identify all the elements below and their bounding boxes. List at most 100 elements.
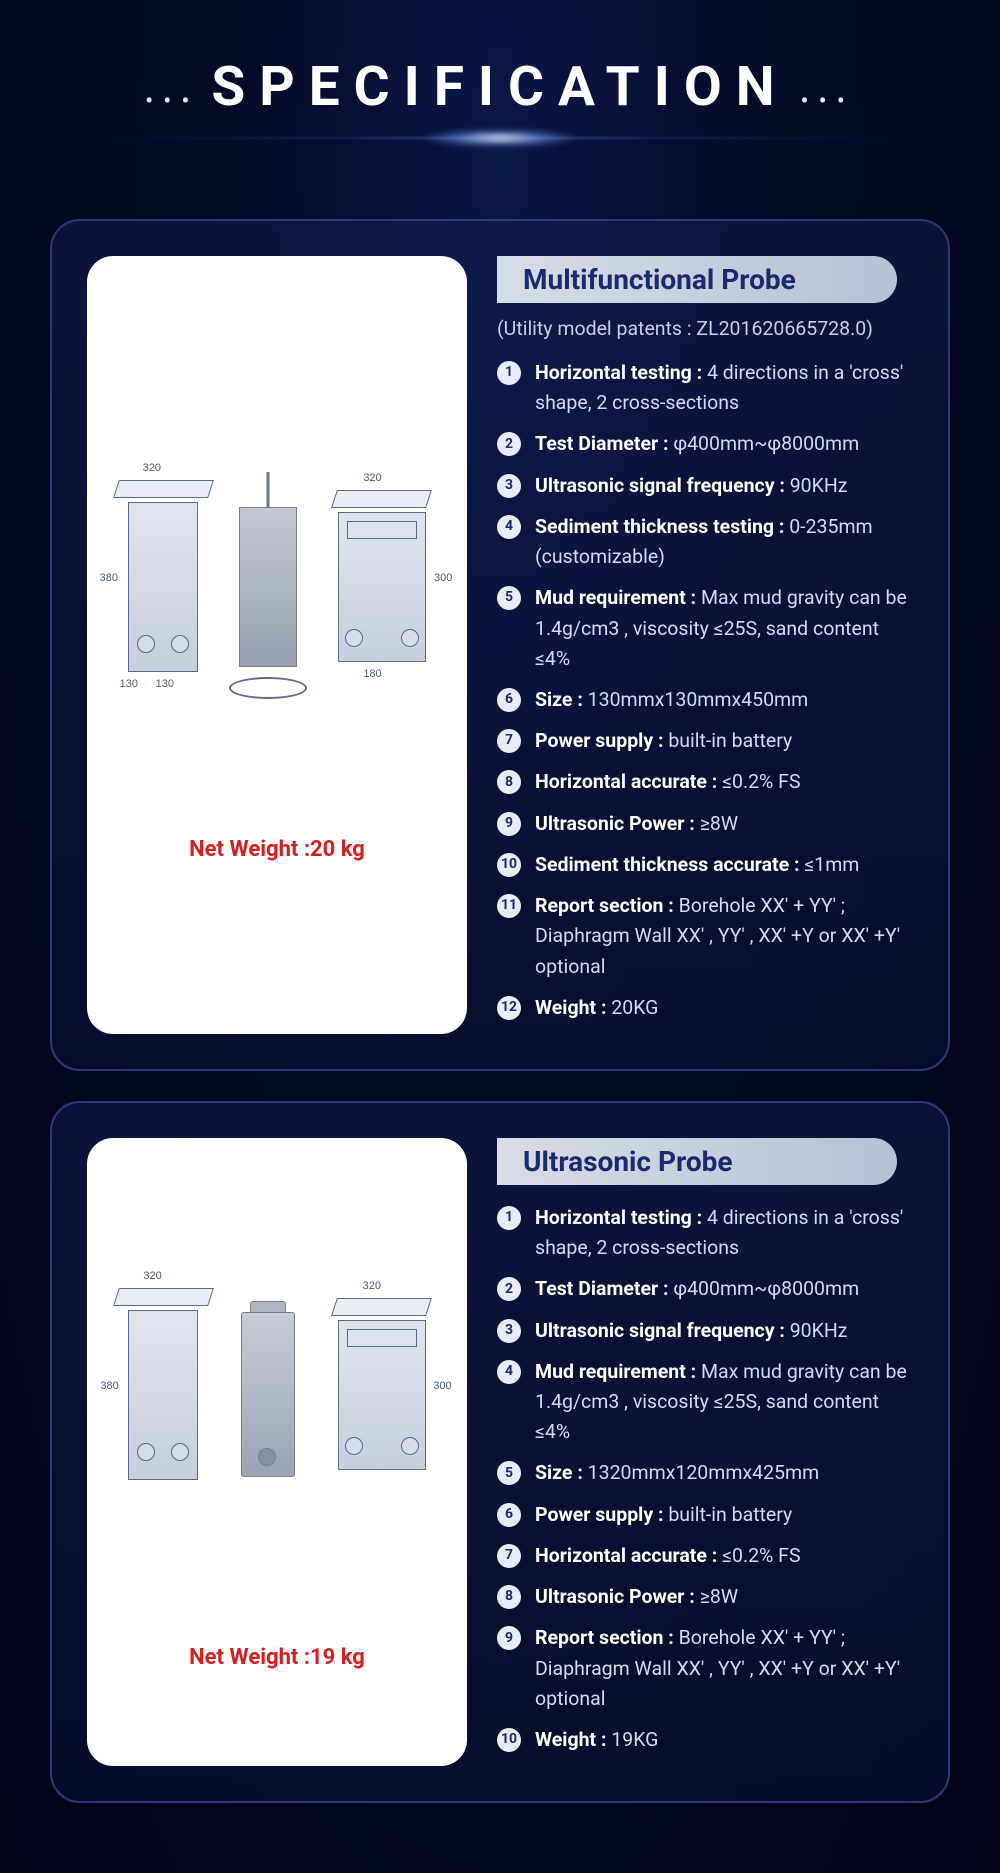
spec-number-badge: 5 <box>497 586 521 610</box>
spec-item: 8 Horizontal accurate : ≤0.2% FS <box>497 767 913 797</box>
spec-number-badge: 8 <box>497 770 521 794</box>
spec-number-badge: 6 <box>497 688 521 712</box>
spec-list: 1 Horizontal testing : 4 directions in a … <box>497 358 913 1023</box>
spec-item: 10 Weight : 19KG <box>497 1725 913 1755</box>
spec-card-multifunctional: 320 380 130 130 320 300 <box>50 219 950 1071</box>
spec-title-banner: Ultrasonic Probe <box>497 1138 897 1185</box>
page-title: SPECIFICATION <box>211 55 788 119</box>
spec-label: Report section : <box>535 894 674 917</box>
spec-number-badge: 11 <box>497 894 521 918</box>
spec-number-badge: 2 <box>497 1277 521 1301</box>
spec-item: 2 Test Diameter : φ400mm~φ8000mm <box>497 429 913 459</box>
spec-label: Sediment thickness testing : <box>535 515 784 538</box>
spec-item: 6 Size : 130mmx130mmx450mm <box>497 685 913 715</box>
spec-item: 7 Power supply : built-in battery <box>497 726 913 756</box>
spec-label: Size : <box>535 688 583 711</box>
diagram-center <box>241 1312 295 1477</box>
spec-text: Test Diameter : φ400mm~φ8000mm <box>535 1274 859 1304</box>
spec-number-badge: 3 <box>497 474 521 498</box>
page-header: ••• SPECIFICATION ••• <box>0 0 1000 189</box>
spec-text: Ultrasonic signal frequency : 90KHz <box>535 471 847 501</box>
spec-label: Weight : <box>535 996 606 1019</box>
spec-number-badge: 2 <box>497 432 521 456</box>
spec-text: Weight : 20KG <box>535 993 658 1023</box>
spec-item: 4 Sediment thickness testing : 0-235mm (c… <box>497 512 913 572</box>
spec-item: 9 Ultrasonic Power : ≥8W <box>497 809 913 839</box>
spec-text: Horizontal testing : 4 directions in a '… <box>535 358 913 418</box>
spec-value: built-in battery <box>663 1503 792 1526</box>
diagram-left: 320 380 <box>128 1310 198 1480</box>
spec-number-badge: 7 <box>497 729 521 753</box>
spec-list: 1 Horizontal testing : 4 directions in a … <box>497 1203 913 1755</box>
product-diagrams: 320 380 320 300 <box>107 1235 447 1555</box>
spec-text: Horizontal testing : 4 directions in a '… <box>535 1203 913 1263</box>
spec-value: 130mmx130mmx450mm <box>583 688 808 711</box>
spec-label: Test Diameter : <box>535 1277 669 1300</box>
spec-label: Horizontal testing : <box>535 1206 702 1229</box>
spec-item: 12 Weight : 20KG <box>497 993 913 1023</box>
spec-label: Ultrasonic Power : <box>535 812 695 835</box>
spec-text: Mud requirement : Max mud gravity can be… <box>535 583 913 674</box>
spec-text: Weight : 19KG <box>535 1725 658 1755</box>
spec-text: Report section : Borehole XX' + YY' ; Di… <box>535 891 913 982</box>
product-image-box: 320 380 320 300 Net Weight :19 k <box>87 1138 467 1766</box>
spec-label: Report section : <box>535 1626 674 1649</box>
spec-item: 3 Ultrasonic signal frequency : 90KHz <box>497 471 913 501</box>
spec-value: φ400mm~φ8000mm <box>669 1277 860 1300</box>
spec-item: 4Mud requirement : Max mud gravity can b… <box>497 1357 913 1448</box>
spec-text: Mud requirement : Max mud gravity can be… <box>535 1357 913 1448</box>
spec-content: Ultrasonic Probe 1 Horizontal testing : 4… <box>497 1138 913 1766</box>
spec-subtitle: (Utility model patents : ZL201620665728.… <box>497 317 913 340</box>
spec-item: 7 Horizontal accurate : ≤0.2% FS <box>497 1541 913 1571</box>
spec-number-badge: 12 <box>497 996 521 1020</box>
spec-label: Ultrasonic signal frequency : <box>535 474 785 497</box>
spec-label: Test Diameter : <box>535 432 669 455</box>
spec-number-badge: 1 <box>497 361 521 385</box>
spec-text: Ultrasonic signal frequency : 90KHz <box>535 1316 847 1346</box>
spec-text: Power supply : built-in battery <box>535 726 792 756</box>
spec-label: Size : <box>535 1461 583 1484</box>
spec-value: ≤0.2% FS <box>717 1544 800 1567</box>
spec-value: ≥8W <box>695 812 738 835</box>
spec-item: 11 Report section : Borehole XX' + YY' ; … <box>497 891 913 982</box>
spec-value: 19KG <box>606 1728 658 1751</box>
diagram-center <box>239 507 297 667</box>
spec-text: Horizontal accurate : ≤0.2% FS <box>535 1541 801 1571</box>
spec-value: 90KHz <box>785 474 848 497</box>
spec-number-badge: 9 <box>497 812 521 836</box>
spec-value: ≤1mm <box>799 853 859 876</box>
spec-label: Horizontal accurate : <box>535 1544 717 1567</box>
spec-label: Sediment thickness accurate : <box>535 853 799 876</box>
spec-text: Sediment thickness testing : 0-235mm (cu… <box>535 512 913 572</box>
spec-item: 9Report section : Borehole XX' + YY' ; D… <box>497 1623 913 1714</box>
spec-number-badge: 3 <box>497 1319 521 1343</box>
dots-right: ••• <box>801 87 855 115</box>
spec-number-badge: 10 <box>497 853 521 877</box>
spec-item: 5Size : 1320mmx120mmx425mm <box>497 1458 913 1488</box>
spec-label: Horizontal testing : <box>535 361 702 384</box>
spec-text: Size : 1320mmx120mmx425mm <box>535 1458 819 1488</box>
spec-text: Sediment thickness accurate : ≤1mm <box>535 850 859 880</box>
spec-title: Ultrasonic Probe <box>523 1145 871 1178</box>
spec-label: Weight : <box>535 1728 606 1751</box>
spec-text: Ultrasonic Power : ≥8W <box>535 809 738 839</box>
spec-label: Power supply : <box>535 1503 663 1526</box>
spec-value: ≤0.2% FS <box>717 770 800 793</box>
spec-item: 3 Ultrasonic signal frequency : 90KHz <box>497 1316 913 1346</box>
diagram-right: 320 300 180 <box>338 512 426 662</box>
spec-text: Horizontal accurate : ≤0.2% FS <box>535 767 801 797</box>
spec-value: φ400mm~φ8000mm <box>669 432 860 455</box>
spec-number-badge: 7 <box>497 1544 521 1568</box>
spec-value: 20KG <box>606 996 658 1019</box>
spec-number-badge: 1 <box>497 1206 521 1230</box>
spec-item: 1 Horizontal testing : 4 directions in a … <box>497 1203 913 1263</box>
spec-label: Ultrasonic Power : <box>535 1585 695 1608</box>
net-weight-label: Net Weight :19 kg <box>189 1645 365 1670</box>
spec-item: 10 Sediment thickness accurate : ≤1mm <box>497 850 913 880</box>
spec-number-badge: 4 <box>497 515 521 539</box>
spec-value: 1320mmx120mmx425mm <box>583 1461 819 1484</box>
spec-item: 1 Horizontal testing : 4 directions in a … <box>497 358 913 418</box>
spec-number-badge: 9 <box>497 1626 521 1650</box>
dots-left: ••• <box>145 87 199 115</box>
spec-number-badge: 10 <box>497 1728 521 1752</box>
